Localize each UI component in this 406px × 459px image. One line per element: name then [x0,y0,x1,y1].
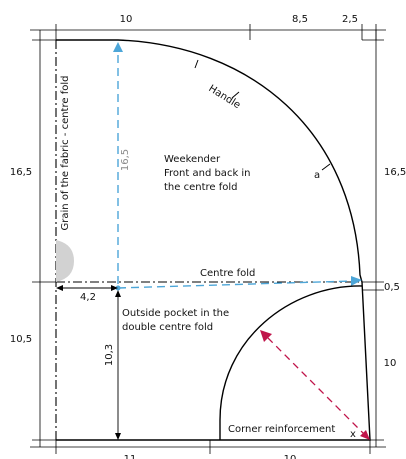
pocket-label-line-1: Outside pocket in the [122,308,229,319]
grain-marker-shape [56,240,74,282]
left-dim-16-5: 16,5 [10,167,32,178]
pocket-label-line-2: double centre fold [122,322,213,333]
offset-arrowhead-left [56,285,63,291]
grain-arrow-diagonal [117,280,353,289]
corner-reinforcement-arc [219,285,363,440]
right-dim-16-5: 16,5 [384,167,406,178]
pocket-height-label: 10,3 [104,344,115,366]
handle-notch-1 [194,59,199,69]
point-x-label: x [350,429,356,440]
bottom-dimension-line [30,440,386,454]
weekender-label-line-3: the centre fold [164,182,238,193]
right-dim-0-5: 0,5 [384,282,400,293]
grain-arrowhead-up [113,42,123,52]
bottom-dim-10: 10 [284,454,297,459]
right-dimension-line [362,30,384,447]
point-a-notch [321,163,331,171]
pattern-outline [56,39,371,441]
right-dim-10: 10 [384,358,397,369]
top-dim-10: 10 [120,14,133,25]
handle-notch-2 [231,91,240,99]
grain-label: Grain of the fabric - centre fold [60,76,71,231]
grain-length-label: 16,5 [120,149,131,171]
centre-fold-label: Centre fold [200,268,255,279]
bottom-dim-11: 11 [124,454,137,459]
point-a-label: a [314,170,320,181]
offset-4-2-label: 4,2 [80,292,96,303]
handle-label: Handle [206,83,242,111]
offset-arrowhead-right [111,285,118,291]
corner-arrowhead [260,330,272,342]
top-dim-8-5: 8,5 [292,14,308,25]
corner-arrow [267,337,367,437]
pocket-height-arrowhead-bottom [115,433,121,440]
grain-arrowhead-right [351,276,362,286]
weekender-label-line-2: Front and back in [164,168,251,179]
left-dim-10-5: 10,5 [10,334,32,345]
corner-arrow-tail [360,430,370,440]
top-dim-2-5: 2,5 [342,14,358,25]
top-dimension-line [30,24,386,40]
corner-reinforcement-label: Corner reinforcement [228,424,335,435]
pocket-height-arrowhead-top [115,290,121,297]
left-dimension-line [32,30,56,447]
weekender-label-line-1: Weekender [164,154,221,165]
